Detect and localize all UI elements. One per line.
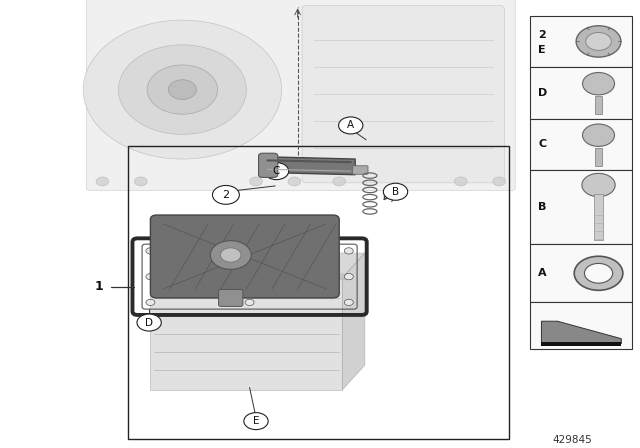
Text: 1: 1 — [95, 280, 104, 293]
FancyBboxPatch shape — [259, 153, 278, 177]
Circle shape — [245, 248, 254, 254]
Polygon shape — [342, 253, 365, 390]
Text: B: B — [538, 202, 547, 212]
Circle shape — [493, 177, 506, 186]
Bar — [530, 244, 632, 302]
Bar — [530, 16, 632, 67]
Text: C: C — [538, 139, 547, 150]
Circle shape — [146, 248, 155, 254]
Bar — [595, 96, 602, 114]
Circle shape — [586, 33, 611, 50]
Text: D: D — [538, 88, 547, 98]
Circle shape — [96, 177, 109, 186]
Circle shape — [454, 177, 467, 186]
Circle shape — [146, 273, 155, 280]
Circle shape — [274, 274, 283, 280]
Text: 429845: 429845 — [553, 435, 593, 445]
Circle shape — [344, 273, 353, 280]
Bar — [530, 119, 632, 170]
Bar — [530, 302, 632, 349]
Polygon shape — [150, 278, 342, 390]
Bar — [128, 146, 509, 439]
Circle shape — [83, 20, 282, 159]
Circle shape — [584, 263, 612, 283]
Text: C: C — [273, 166, 280, 176]
Circle shape — [134, 177, 147, 186]
Bar — [530, 170, 632, 244]
Polygon shape — [266, 157, 355, 175]
Circle shape — [333, 177, 346, 186]
FancyBboxPatch shape — [302, 5, 504, 183]
Circle shape — [159, 274, 168, 280]
Circle shape — [383, 183, 408, 200]
Circle shape — [146, 299, 155, 306]
Circle shape — [344, 299, 353, 306]
FancyBboxPatch shape — [353, 166, 368, 174]
Text: A: A — [538, 268, 547, 278]
Circle shape — [244, 413, 268, 430]
Circle shape — [288, 177, 301, 186]
Circle shape — [312, 274, 321, 280]
Circle shape — [212, 185, 239, 204]
Circle shape — [220, 248, 241, 262]
Text: E: E — [538, 44, 546, 55]
Circle shape — [344, 248, 353, 254]
Circle shape — [250, 177, 262, 186]
Circle shape — [168, 80, 196, 99]
FancyBboxPatch shape — [218, 289, 243, 306]
Circle shape — [245, 299, 254, 306]
Text: D: D — [145, 318, 153, 327]
Circle shape — [576, 26, 621, 57]
Circle shape — [338, 274, 347, 280]
Text: 2: 2 — [538, 30, 546, 40]
Bar — [530, 67, 632, 119]
Text: E: E — [253, 416, 259, 426]
Circle shape — [582, 124, 614, 146]
Text: A: A — [347, 121, 355, 130]
Text: 2: 2 — [222, 190, 230, 200]
Circle shape — [582, 73, 614, 95]
FancyBboxPatch shape — [150, 215, 339, 298]
Circle shape — [118, 45, 246, 134]
Circle shape — [574, 256, 623, 290]
Circle shape — [582, 173, 615, 197]
Polygon shape — [150, 253, 365, 278]
Circle shape — [197, 274, 206, 280]
Text: B: B — [392, 187, 399, 197]
Polygon shape — [541, 321, 621, 344]
Circle shape — [264, 163, 289, 180]
Circle shape — [147, 65, 218, 114]
Bar — [594, 194, 603, 240]
Circle shape — [210, 241, 251, 269]
Circle shape — [236, 274, 244, 280]
Circle shape — [339, 117, 363, 134]
Circle shape — [137, 314, 161, 331]
FancyBboxPatch shape — [86, 0, 515, 190]
Bar — [595, 148, 602, 166]
Bar — [541, 342, 621, 346]
